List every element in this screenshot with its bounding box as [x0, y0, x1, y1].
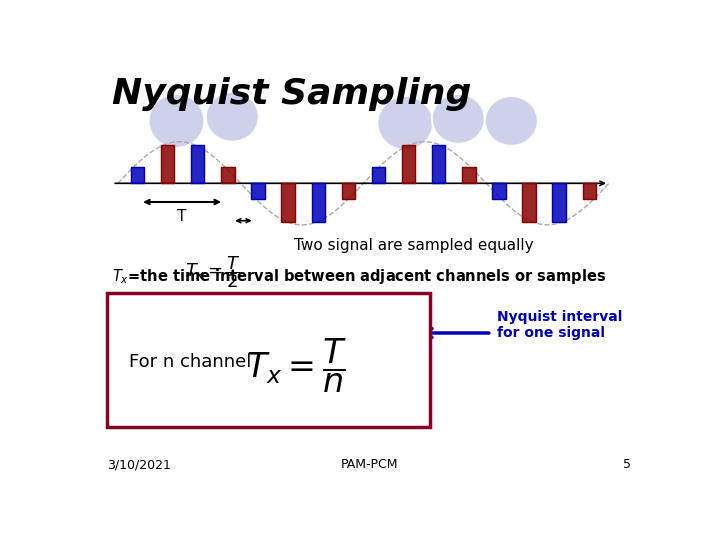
Text: 3/10/2021: 3/10/2021: [107, 458, 171, 471]
Ellipse shape: [148, 94, 204, 148]
Text: Two signal are sampled equally: Two signal are sampled equally: [294, 238, 534, 253]
Polygon shape: [342, 183, 355, 199]
Bar: [107, 294, 431, 427]
Polygon shape: [251, 183, 265, 199]
Polygon shape: [131, 167, 144, 183]
Text: $T_x = \dfrac{T}{n}$: $T_x = \dfrac{T}{n}$: [246, 337, 347, 395]
Polygon shape: [523, 183, 536, 222]
Polygon shape: [312, 183, 325, 222]
Text: $T_x = \dfrac{T}{2}$: $T_x = \dfrac{T}{2}$: [185, 254, 240, 289]
Polygon shape: [432, 145, 446, 183]
Text: T: T: [177, 210, 186, 225]
Polygon shape: [402, 145, 415, 183]
Ellipse shape: [206, 92, 258, 141]
Text: $T_x$=the time interval between adjacent channels or samples: $T_x$=the time interval between adjacent…: [112, 267, 606, 286]
Text: For n channel: For n channel: [129, 353, 251, 371]
Text: 5: 5: [624, 458, 631, 471]
Ellipse shape: [377, 96, 433, 150]
Polygon shape: [282, 183, 294, 222]
Polygon shape: [462, 167, 475, 183]
Polygon shape: [492, 183, 505, 199]
Polygon shape: [582, 183, 596, 199]
Text: PAM-PCM: PAM-PCM: [341, 458, 397, 471]
Text: Nyquist Sampling: Nyquist Sampling: [112, 77, 472, 111]
Polygon shape: [552, 183, 566, 222]
Polygon shape: [221, 167, 235, 183]
Ellipse shape: [485, 96, 538, 146]
Polygon shape: [191, 145, 204, 183]
Polygon shape: [372, 167, 385, 183]
Text: Nyquist interval
for one signal: Nyquist interval for one signal: [498, 309, 623, 340]
Polygon shape: [161, 145, 174, 183]
Ellipse shape: [432, 94, 485, 144]
